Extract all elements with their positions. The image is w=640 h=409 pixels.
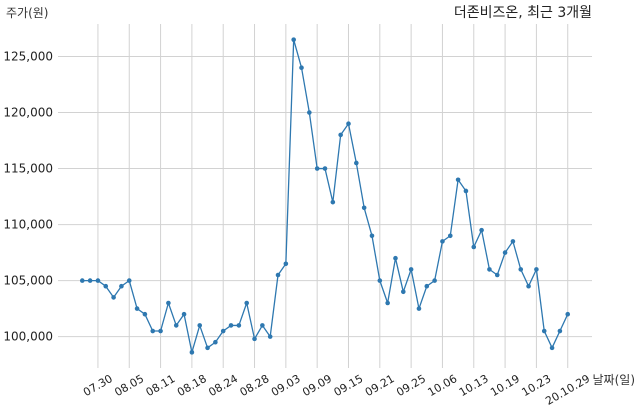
data-point <box>338 132 343 138</box>
data-point <box>283 261 289 267</box>
data-point <box>487 267 492 272</box>
x-tick-label: 09.09 <box>300 372 334 399</box>
data-point <box>354 160 359 166</box>
data-point <box>158 328 163 334</box>
data-point <box>502 250 508 255</box>
data-point <box>260 323 265 328</box>
data-point <box>291 37 296 42</box>
data-point <box>189 350 195 355</box>
x-tick-label: 08.24 <box>206 372 240 399</box>
data-point <box>213 339 218 345</box>
x-tick-label: 10.06 <box>426 372 460 399</box>
data-point <box>205 345 210 351</box>
data-point <box>416 306 422 311</box>
y-axis-label: 주가(원) <box>6 6 48 20</box>
x-tick-label: 08.18 <box>175 372 209 399</box>
y-tick-label: 120,000 <box>3 106 53 120</box>
x-tick-label: 08.11 <box>144 372 178 399</box>
data-point <box>463 188 469 194</box>
y-tick-label: 110,000 <box>3 218 53 232</box>
data-point <box>424 283 430 289</box>
data-point <box>307 110 312 115</box>
data-point <box>150 328 156 334</box>
data-point <box>111 295 116 300</box>
x-axis-ticks: 07.3008.0508.1108.1808.2408.2809.0309.09… <box>81 372 592 408</box>
x-tick-label: 09.03 <box>269 372 303 399</box>
data-point <box>244 300 250 306</box>
data-point <box>510 239 516 244</box>
data-point <box>330 199 336 205</box>
data-point <box>393 255 398 261</box>
data-point <box>236 323 242 328</box>
data-point <box>173 323 179 328</box>
data-point <box>455 177 461 183</box>
data-point <box>103 283 109 289</box>
data-point <box>557 328 563 334</box>
y-tick-label: 125,000 <box>3 49 53 63</box>
data-point <box>447 233 453 239</box>
data-point <box>432 278 437 283</box>
data-point <box>228 323 234 328</box>
y-tick-label: 100,000 <box>3 330 53 344</box>
data-point <box>361 205 367 211</box>
x-tick-label: 07.30 <box>81 372 115 399</box>
chart-title: 더존비즈온, 최근 3개월 <box>454 5 592 21</box>
series-line <box>82 39 569 353</box>
y-tick-label: 115,000 <box>3 162 53 176</box>
data-point <box>197 323 203 328</box>
data-point <box>79 278 85 283</box>
data-point <box>322 166 328 171</box>
data-point <box>471 244 477 250</box>
x-tick-label: 08.28 <box>238 372 272 399</box>
data-point <box>181 311 187 317</box>
data-point <box>518 267 524 272</box>
data-point <box>134 306 140 311</box>
x-tick-label: 10.13 <box>457 372 491 399</box>
x-tick-label: 09.21 <box>363 372 397 399</box>
data-point <box>385 300 390 306</box>
data-point <box>534 267 539 272</box>
x-tick-label: 09.15 <box>332 372 366 399</box>
x-tick-label: 10.19 <box>488 372 522 399</box>
x-tick-label: 20.10.29 <box>543 372 592 408</box>
data-point <box>267 334 273 339</box>
data-point <box>526 283 531 289</box>
x-axis-label: 날짜(일) <box>593 373 635 387</box>
data-point <box>87 278 93 283</box>
data-point <box>119 283 124 289</box>
data-point <box>549 345 555 351</box>
x-tick-label: 09.25 <box>394 372 428 399</box>
data-point <box>166 300 171 306</box>
data-point <box>142 311 148 317</box>
data-point <box>494 272 500 278</box>
data-point <box>377 278 383 283</box>
data-point <box>299 65 304 71</box>
data-point <box>220 328 226 334</box>
data-point <box>408 267 414 272</box>
y-axis-ticks: 100,000 105,000 110,000 115,000 120,000 125,0… <box>3 49 53 343</box>
y-tick-label: 105,000 <box>3 274 53 288</box>
data-point <box>565 311 571 317</box>
x-tick-label: 08.05 <box>112 372 146 399</box>
data-point <box>346 121 351 127</box>
data-point <box>440 239 445 244</box>
data-point <box>479 227 484 233</box>
data-point <box>275 272 281 278</box>
data-point <box>95 278 101 283</box>
data-point <box>252 336 257 342</box>
data-point <box>400 289 406 295</box>
data-point <box>126 278 132 283</box>
data-point <box>369 233 375 239</box>
grid <box>58 24 592 368</box>
data-point <box>314 166 320 171</box>
series-layer <box>79 37 571 355</box>
data-point <box>541 328 547 334</box>
